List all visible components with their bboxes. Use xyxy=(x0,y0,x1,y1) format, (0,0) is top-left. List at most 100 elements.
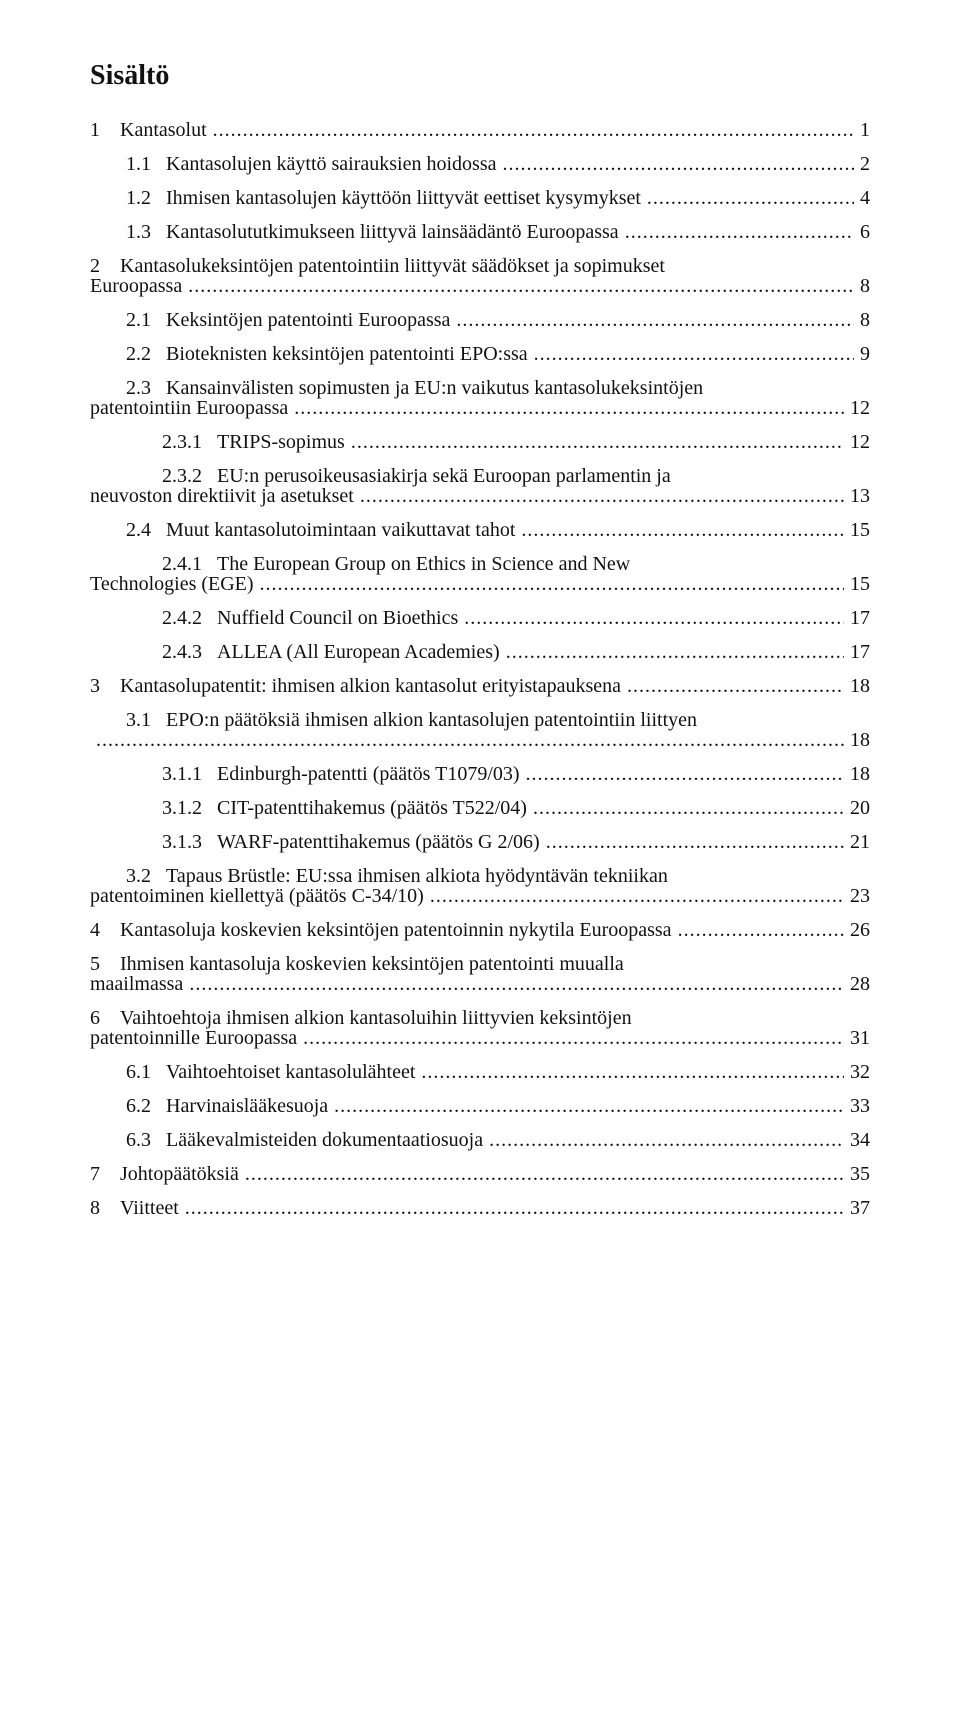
toc-page-number: 12 xyxy=(844,398,870,418)
toc-entry-label: 8 Viitteet xyxy=(90,1198,185,1218)
toc-entry: 5 Ihmisen kantasoluja koskevien keksintö… xyxy=(90,954,870,994)
toc-page-number: 12 xyxy=(844,432,870,452)
toc-entry-label: maailmassa xyxy=(90,974,189,994)
toc-entry-label: 2.1 Keksintöjen patentointi Euroopassa xyxy=(126,310,456,330)
toc-entry: 3 Kantasolupatentit: ihmisen alkion kant… xyxy=(90,676,870,696)
toc-entry-label: 3.1.2 CIT-patenttihakemus (päätös T522/0… xyxy=(162,798,533,818)
toc-entry: 3.1.2 CIT-patenttihakemus (päätös T522/0… xyxy=(90,798,870,818)
toc-entry: 1.3 Kantasolututkimukseen liittyvä lains… xyxy=(90,222,870,242)
toc-entry-label: 2.3 Kansainvälisten sopimusten ja EU:n v… xyxy=(126,377,703,399)
toc-entry: 2.4.3 ALLEA (All European Academies) 17 xyxy=(90,642,870,662)
toc-entry-label: 2 Kantasolukeksintöjen patentointiin lii… xyxy=(90,255,665,277)
toc-entry: 1.1 Kantasolujen käyttö sairauksien hoid… xyxy=(90,154,870,174)
toc-entry-label: 3.1 EPO:n päätöksiä ihmisen alkion kanta… xyxy=(126,709,697,731)
toc-leader xyxy=(506,642,844,662)
toc-leader xyxy=(546,832,844,852)
toc-entry-label: 2.4.1 The European Group on Ethics in Sc… xyxy=(162,553,630,575)
table-of-contents: 1 Kantasolut 1 1.1 Kantasolujen käyttö sai… xyxy=(90,120,870,1218)
toc-leader xyxy=(678,920,844,940)
toc-page-number: 28 xyxy=(844,974,870,994)
toc-leader xyxy=(245,1164,844,1184)
toc-page-number: 26 xyxy=(844,920,870,940)
toc-entry-label: 6.3 Lääkevalmisteiden dokumentaatiosuoja xyxy=(126,1130,489,1150)
toc-leader xyxy=(489,1130,844,1150)
toc-page-number: 15 xyxy=(844,520,870,540)
toc-page-number: 34 xyxy=(844,1130,870,1150)
toc-entry-label: 6.1 Vaihtoehtoiset kantasolulähteet xyxy=(126,1062,421,1082)
toc-leader xyxy=(303,1028,844,1048)
toc-entry-label: patentoiminen kiellettyä (päätös C-34/10… xyxy=(90,886,430,906)
toc-entry-label: Technologies (EGE) xyxy=(90,574,260,594)
toc-leader xyxy=(456,310,854,330)
toc-entry-label: 5 Ihmisen kantasoluja koskevien keksintö… xyxy=(90,953,624,975)
toc-entry: 2.4.1 The European Group on Ethics in Sc… xyxy=(90,554,870,594)
toc-leader xyxy=(627,676,844,696)
toc-entry-label: 1.2 Ihmisen kantasolujen käyttöön liitty… xyxy=(126,188,647,208)
toc-page-number: 15 xyxy=(844,574,870,594)
toc-page-number: 9 xyxy=(854,344,870,364)
toc-page-number: 20 xyxy=(844,798,870,818)
toc-leader xyxy=(534,344,854,364)
toc-entry: 2.3.1 TRIPS-sopimus 12 xyxy=(90,432,870,452)
toc-page-number: 2 xyxy=(854,154,870,174)
toc-entry-label: 2.3.1 TRIPS-sopimus xyxy=(162,432,351,452)
toc-entry: 3.1.3 WARF-patenttihakemus (päätös G 2/0… xyxy=(90,832,870,852)
toc-leader xyxy=(351,432,844,452)
toc-page-number: 17 xyxy=(844,642,870,662)
toc-entry-label: 3.1.1 Edinburgh-patentti (päätös T1079/0… xyxy=(162,764,526,784)
toc-page-number: 18 xyxy=(844,676,870,696)
toc-entry-label: 2.2 Bioteknisten keksintöjen patentointi… xyxy=(126,344,534,364)
toc-entry-label: 3.2 Tapaus Brüstle: EU:ssa ihmisen alkio… xyxy=(126,865,668,887)
toc-page-number: 6 xyxy=(854,222,870,242)
toc-entry: 3.1.1 Edinburgh-patentti (päätös T1079/0… xyxy=(90,764,870,784)
toc-entry-label: neuvoston direktiivit ja asetukset xyxy=(90,486,360,506)
toc-entry-label: 2.4 Muut kantasolutoimintaan vaikuttavat… xyxy=(126,520,521,540)
toc-entry: 6 Vaihtoehtoja ihmisen alkion kantasolui… xyxy=(90,1008,870,1048)
toc-entry-label: 1.1 Kantasolujen käyttö sairauksien hoid… xyxy=(126,154,503,174)
toc-page-number: 23 xyxy=(844,886,870,906)
toc-entry-label: 6 Vaihtoehtoja ihmisen alkion kantasolui… xyxy=(90,1007,632,1029)
toc-entry: 2.1 Keksintöjen patentointi Euroopassa8 xyxy=(90,310,870,330)
toc-title: Sisältö xyxy=(90,60,870,92)
toc-entry: 6.3 Lääkevalmisteiden dokumentaatiosuoja… xyxy=(90,1130,870,1150)
toc-leader xyxy=(185,1198,844,1218)
toc-entry-label: 1 Kantasolut xyxy=(90,120,213,140)
toc-page-number: 33 xyxy=(844,1096,870,1116)
toc-leader xyxy=(625,222,854,242)
toc-leader xyxy=(96,730,844,750)
toc-entry: 2.2 Bioteknisten keksintöjen patentointi… xyxy=(90,344,870,364)
toc-entry-label: 7 Johtopäätöksiä xyxy=(90,1164,245,1184)
toc-entry-label: 3 Kantasolupatentit: ihmisen alkion kant… xyxy=(90,676,627,696)
toc-leader xyxy=(533,798,844,818)
toc-entry: 3.2 Tapaus Brüstle: EU:ssa ihmisen alkio… xyxy=(90,866,870,906)
toc-entry-label: 2.3.2 EU:n perusoikeusasiakirja sekä Eur… xyxy=(162,465,671,487)
toc-page-number: 8 xyxy=(854,276,870,296)
toc-entry: 1 Kantasolut 1 xyxy=(90,120,870,140)
toc-leader xyxy=(421,1062,844,1082)
toc-entry-label: patentointiin Euroopassa xyxy=(90,398,294,418)
toc-page-number: 17 xyxy=(844,608,870,628)
toc-leader xyxy=(189,974,844,994)
toc-page-number: 18 xyxy=(844,764,870,784)
toc-leader xyxy=(294,398,844,418)
toc-entry: 2.3 Kansainvälisten sopimusten ja EU:n v… xyxy=(90,378,870,418)
toc-entry-label: 2.4.3 ALLEA (All European Academies) xyxy=(162,642,506,662)
toc-page-number: 13 xyxy=(844,486,870,506)
toc-page-number: 21 xyxy=(844,832,870,852)
toc-page-number: 1 xyxy=(854,120,870,140)
toc-entry-label: 1.3 Kantasolututkimukseen liittyvä lains… xyxy=(126,222,625,242)
toc-leader xyxy=(464,608,844,628)
toc-leader xyxy=(334,1096,844,1116)
toc-entry: 6.2 Harvinaislääkesuoja33 xyxy=(90,1096,870,1116)
toc-entry-label: 3.1.3 WARF-patenttihakemus (päätös G 2/0… xyxy=(162,832,546,852)
toc-leader xyxy=(521,520,844,540)
toc-page-number: 37 xyxy=(844,1198,870,1218)
toc-entry: 2.4 Muut kantasolutoimintaan vaikuttavat… xyxy=(90,520,870,540)
toc-entry: 2.4.2 Nuffield Council on Bioethics 17 xyxy=(90,608,870,628)
toc-entry: 8 Viitteet 37 xyxy=(90,1198,870,1218)
toc-entry: 3.1 EPO:n päätöksiä ihmisen alkion kanta… xyxy=(90,710,870,750)
toc-entry-label: 2.4.2 Nuffield Council on Bioethics xyxy=(162,608,464,628)
toc-entry-label: Euroopassa xyxy=(90,276,188,296)
toc-page-number: 35 xyxy=(844,1164,870,1184)
toc-page-number: 32 xyxy=(844,1062,870,1082)
